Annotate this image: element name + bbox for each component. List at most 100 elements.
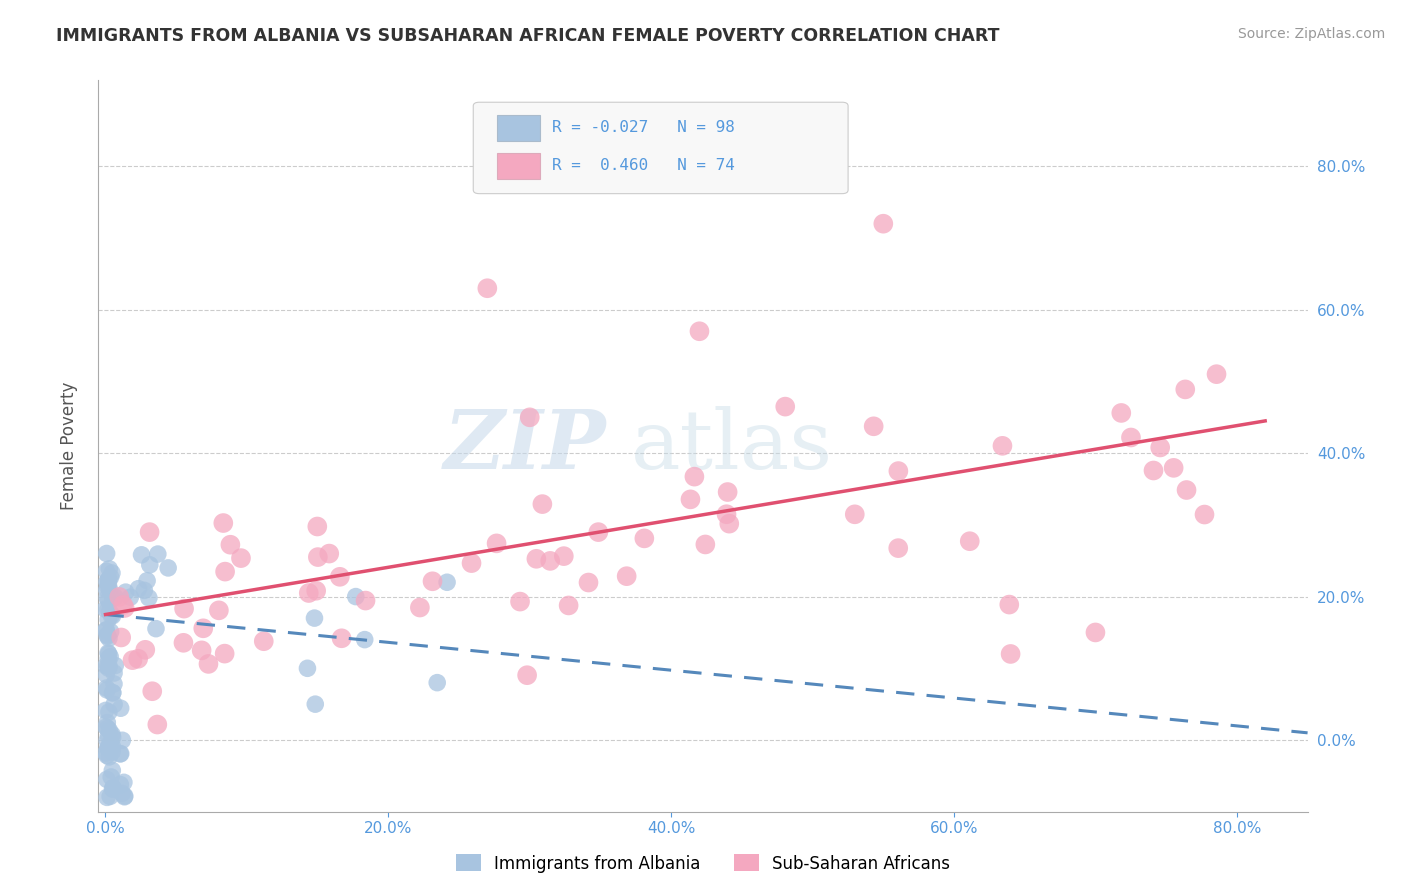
Point — [97, 741, 120, 756]
Point — [97, 651, 120, 665]
Point — [509, 594, 531, 608]
Point — [1119, 430, 1142, 444]
Point — [101, 686, 124, 700]
Point — [97, 658, 120, 673]
Point — [138, 525, 160, 540]
Point — [1109, 406, 1132, 420]
Point — [409, 600, 432, 615]
Point — [108, 747, 131, 761]
Point — [773, 400, 796, 414]
Point — [862, 419, 884, 434]
Point — [96, 667, 118, 681]
Point — [716, 507, 738, 521]
Point — [97, 729, 120, 743]
Point — [553, 549, 575, 563]
Point — [121, 653, 143, 667]
Point — [229, 551, 252, 566]
Point — [683, 469, 706, 483]
Point — [208, 603, 231, 617]
Point — [1205, 367, 1227, 381]
Point — [460, 556, 482, 570]
FancyBboxPatch shape — [474, 103, 848, 194]
Point — [172, 636, 194, 650]
Point — [516, 668, 538, 682]
Point — [97, 613, 120, 627]
Point — [101, 685, 124, 699]
Point — [538, 554, 561, 568]
Point — [96, 547, 118, 561]
Point — [94, 720, 117, 734]
Point — [94, 746, 117, 760]
Point — [173, 601, 195, 615]
Point — [214, 647, 236, 661]
Legend: Immigrants from Albania, Sub-Saharan Africans: Immigrants from Albania, Sub-Saharan Afr… — [449, 847, 957, 880]
Point — [100, 624, 122, 639]
Point — [97, 661, 120, 675]
Point — [127, 652, 149, 666]
Point — [96, 574, 118, 589]
Point — [557, 599, 579, 613]
Point — [297, 661, 319, 675]
Point — [96, 623, 118, 637]
Point — [1149, 441, 1171, 455]
Point — [97, 647, 120, 661]
Point — [97, 577, 120, 591]
Point — [139, 558, 162, 572]
Point — [96, 715, 118, 730]
Point — [214, 565, 236, 579]
Point — [111, 733, 134, 747]
Point — [112, 598, 135, 612]
Point — [633, 532, 655, 546]
Point — [94, 703, 117, 717]
Point — [97, 740, 120, 755]
Point — [519, 410, 541, 425]
Point — [998, 598, 1021, 612]
Point — [120, 590, 142, 604]
Point — [111, 786, 134, 800]
Point — [298, 586, 321, 600]
Point — [193, 621, 215, 635]
Point — [98, 723, 121, 738]
Point — [94, 624, 117, 638]
Point — [101, 566, 124, 580]
Point — [354, 593, 377, 607]
Point — [616, 569, 638, 583]
Point — [330, 632, 353, 646]
Point — [98, 562, 121, 576]
Point — [96, 733, 118, 747]
Point — [101, 745, 124, 759]
Point — [695, 537, 717, 551]
Point — [872, 217, 894, 231]
Point — [304, 611, 326, 625]
Point — [97, 580, 120, 594]
Point — [887, 464, 910, 478]
Point — [98, 582, 121, 597]
Point — [100, 570, 122, 584]
Point — [97, 602, 120, 616]
Text: R =  0.460   N = 74: R = 0.460 N = 74 — [551, 159, 735, 173]
Point — [96, 628, 118, 642]
Point — [112, 775, 135, 789]
Point — [138, 591, 160, 605]
Point — [329, 570, 352, 584]
Point — [127, 582, 149, 596]
Point — [307, 519, 329, 533]
Point — [318, 547, 340, 561]
Point — [103, 698, 125, 712]
Point — [1084, 625, 1107, 640]
Point — [718, 516, 741, 531]
Point — [101, 731, 124, 745]
Text: IMMIGRANTS FROM ALBANIA VS SUBSAHARAN AFRICAN FEMALE POVERTY CORRELATION CHART: IMMIGRANTS FROM ALBANIA VS SUBSAHARAN AF… — [56, 27, 1000, 45]
Point — [110, 747, 132, 761]
Point — [141, 684, 163, 698]
Point — [305, 583, 328, 598]
Point — [97, 573, 120, 587]
Point — [422, 574, 444, 589]
Point — [1163, 461, 1185, 475]
Point — [104, 591, 127, 605]
Point — [97, 705, 120, 719]
Point — [145, 622, 167, 636]
Point — [190, 643, 212, 657]
Point — [98, 750, 121, 764]
Point — [98, 649, 121, 664]
